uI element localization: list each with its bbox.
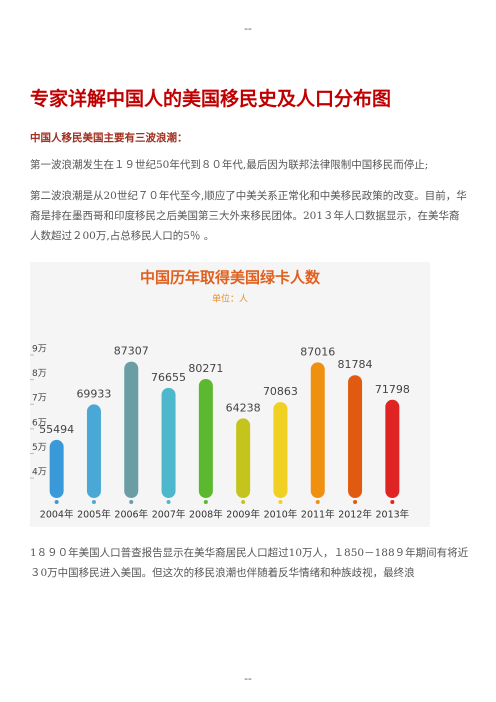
y-tick-label: 7万 xyxy=(32,394,47,404)
category-dot xyxy=(54,500,59,504)
bar xyxy=(236,418,251,498)
x-tick-label: 2011年 xyxy=(301,509,335,521)
bar xyxy=(86,404,101,498)
y-tick-label: 5万 xyxy=(32,443,47,453)
x-tick-label: 2009年 xyxy=(226,509,260,521)
paragraph: 第二波浪潮是从20世纪７０年代至今,顺应了中美关系正常化和中美移民政策的改变。目… xyxy=(30,190,467,242)
bar xyxy=(49,439,64,498)
doc-title: 专家详解中国人的美国移民史及人口分布图 xyxy=(30,88,392,110)
category-dot xyxy=(241,500,246,504)
value-label: 69933 xyxy=(76,387,111,400)
bar xyxy=(385,399,400,498)
value-label: 87016 xyxy=(300,345,335,358)
value-label: 87307 xyxy=(114,345,149,358)
y-tick-label: 6万 xyxy=(32,418,47,428)
x-tick-label: 2008年 xyxy=(189,509,223,521)
value-label: 70863 xyxy=(263,385,298,398)
x-tick-label: 2012年 xyxy=(338,509,372,521)
page-footer: -- xyxy=(244,672,252,685)
bar xyxy=(161,387,176,498)
category-dot xyxy=(390,500,395,504)
chart-subtitle: 单位：人 xyxy=(212,293,248,305)
x-tick-label: 2007年 xyxy=(152,509,186,521)
y-tick-label: 4万 xyxy=(32,468,47,478)
value-label: 81784 xyxy=(338,358,373,371)
y-tick-label: 8万 xyxy=(32,369,47,379)
category-dot xyxy=(166,500,171,504)
x-tick-label: 2010年 xyxy=(264,509,298,521)
value-label: 80271 xyxy=(188,362,223,375)
x-tick-label: 2004年 xyxy=(40,509,74,521)
category-dot xyxy=(315,500,320,504)
paragraph: 第一波浪潮发生在１９世纪50年代到８０年代,最后因为联邦法律限制中国移民而停止; xyxy=(30,159,429,171)
bar xyxy=(348,375,363,498)
x-tick-label: 2013年 xyxy=(376,509,410,521)
page-header: -- xyxy=(244,22,252,35)
doc-subtitle: 中国人移民美国主要有三波浪潮： xyxy=(30,132,188,144)
category-dot xyxy=(203,500,208,504)
category-dot xyxy=(353,500,358,504)
value-label: 64238 xyxy=(226,401,261,414)
value-label: 55494 xyxy=(39,423,74,436)
value-label: 76655 xyxy=(151,371,186,384)
category-dot xyxy=(91,500,96,504)
chart-title: 中国历年取得美国绿卡人数 xyxy=(140,269,321,287)
category-dot xyxy=(129,500,134,504)
value-label: 71798 xyxy=(375,383,410,396)
category-dot xyxy=(278,500,283,504)
bar xyxy=(273,402,288,498)
chart: 中国历年取得美国绿卡人数 单位：人 4万 5万 6万 7万 8万 9万 55494 2004年… xyxy=(30,262,430,527)
y-tick-label: 9万 xyxy=(32,345,47,355)
x-tick-label: 2005年 xyxy=(77,509,111,521)
bar xyxy=(310,362,325,498)
x-tick-label: 2006年 xyxy=(114,509,148,521)
bar xyxy=(124,361,139,498)
paragraph: 1８９０年美国人口普查报告显示在美华裔居民人口超过10万人，１850－188９年… xyxy=(30,547,469,579)
bar xyxy=(198,378,213,498)
